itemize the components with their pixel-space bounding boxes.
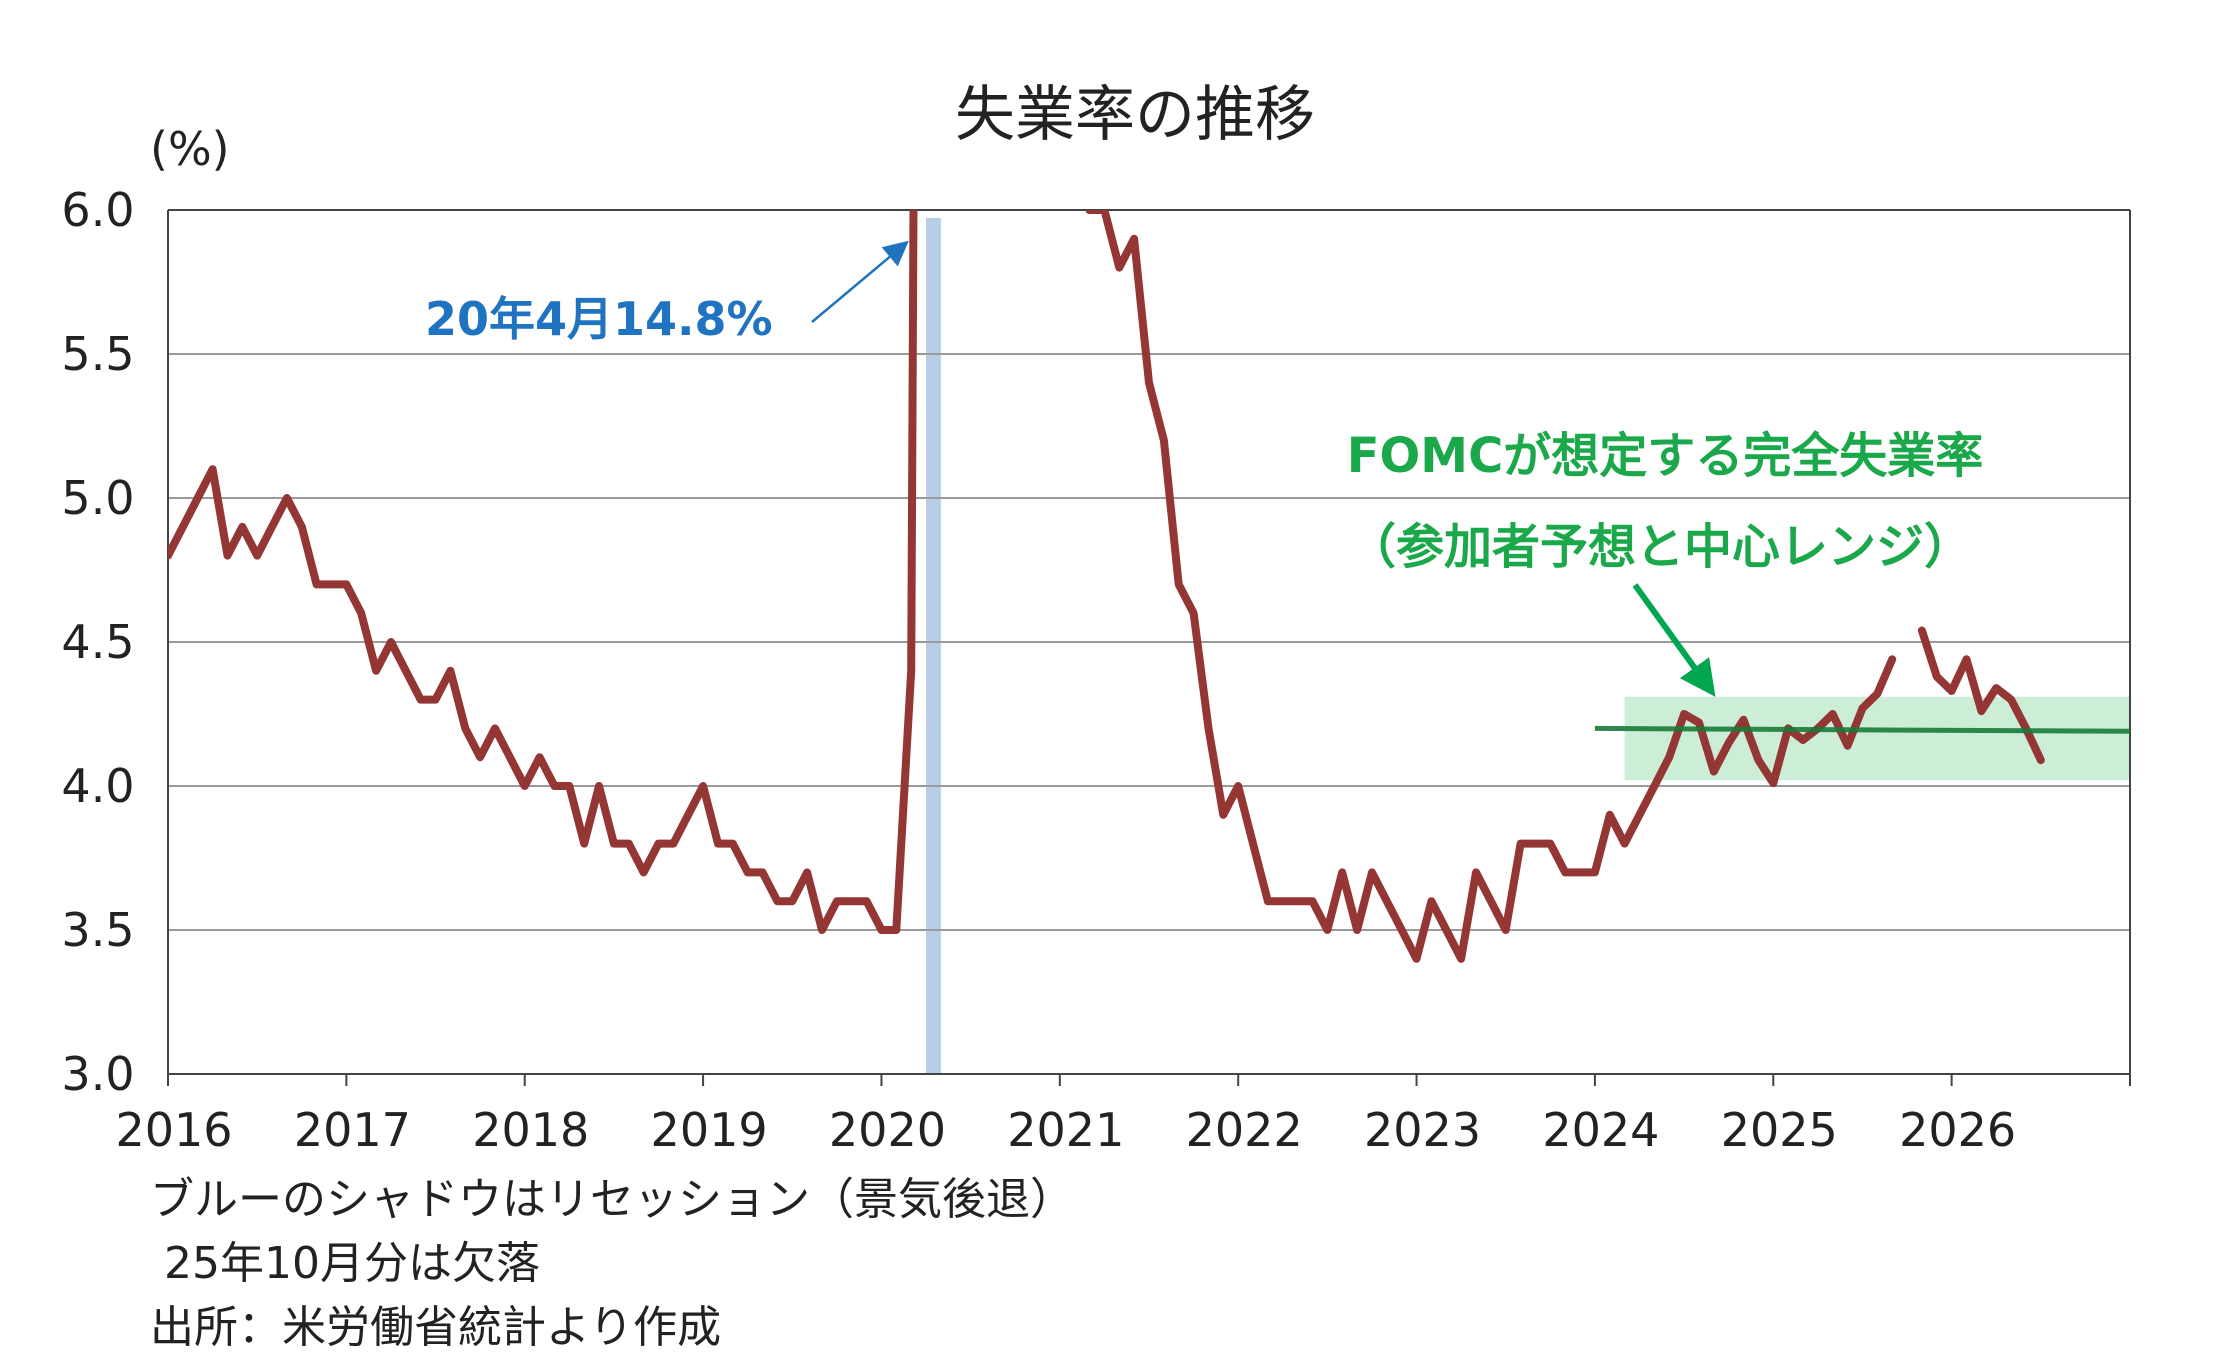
note-recession: ブルーのシャドウはリセッション（景気後退） bbox=[150, 1174, 1074, 1225]
x-tick-label: 2023 bbox=[1364, 1103, 1481, 1157]
y-tick-label: 5.0 bbox=[61, 471, 134, 525]
x-tick-label: 2026 bbox=[1899, 1103, 2016, 1157]
x-tick-label: 2021 bbox=[1007, 1103, 1124, 1157]
recession-shading bbox=[926, 218, 941, 1074]
fomc-median-line bbox=[1594, 725, 2131, 734]
y-axis-unit: (%) bbox=[150, 122, 230, 176]
y-tick-label: 4.5 bbox=[61, 615, 134, 669]
x-tick-label: 2022 bbox=[1186, 1103, 1303, 1157]
y-tick-label: 3.0 bbox=[61, 1047, 134, 1101]
y-tick-label: 6.0 bbox=[61, 183, 134, 237]
x-tick-label: 2018 bbox=[472, 1103, 589, 1157]
unemployment-line bbox=[168, 210, 1897, 963]
x-tick-label: 2025 bbox=[1721, 1103, 1838, 1157]
x-tick-label: 2020 bbox=[829, 1103, 946, 1157]
x-tick-label: 2017 bbox=[294, 1103, 411, 1157]
y-tick-label: 4.0 bbox=[61, 759, 134, 813]
chart-title: 失業率の推移 bbox=[955, 80, 1315, 150]
x-tick-label: 2019 bbox=[651, 1103, 768, 1157]
chart-notes: ブルーのシャドウはリセッション（景気後退） 25年10月分は欠落 出所：米労働省… bbox=[150, 1168, 1074, 1360]
y-tick-label: 5.5 bbox=[61, 327, 134, 381]
fomc-annotation-line1: FOMCが想定する完全失業率 bbox=[1347, 428, 1984, 484]
x-tick-label: 2016 bbox=[115, 1103, 232, 1157]
unemployment-line bbox=[1917, 626, 2045, 765]
note-missing-data: 25年10月分は欠落 bbox=[150, 1238, 540, 1289]
x-tick-label: 2024 bbox=[1542, 1103, 1659, 1157]
peak-arrow bbox=[811, 240, 909, 323]
y-tick-label: 3.5 bbox=[61, 903, 134, 957]
fomc-annotation-line2: （参加者予想と中心レンジ） bbox=[1348, 519, 1972, 575]
peak-annotation: 20年4月14.8% bbox=[425, 292, 773, 346]
fomc-arrow bbox=[1632, 583, 1716, 697]
note-source: 出所：米労働省統計より作成 bbox=[150, 1302, 722, 1353]
